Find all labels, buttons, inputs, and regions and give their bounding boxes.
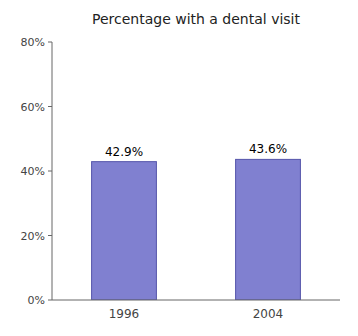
y-tick-label: 60% [21, 101, 45, 114]
y-tick [48, 106, 52, 107]
y-tick [48, 300, 52, 301]
y-tick-label: 80% [21, 36, 45, 49]
y-axis [52, 42, 53, 300]
y-tick [48, 42, 52, 43]
chart: Percentage with a dental visit 0% 20% 40% 60… [0, 0, 358, 336]
x-axis [52, 300, 340, 301]
x-tick-label: 2004 [253, 307, 284, 321]
x-tick-label: 1996 [109, 307, 140, 321]
y-tick [48, 235, 52, 236]
y-tick-label: 20% [21, 230, 45, 243]
bar [236, 159, 301, 300]
y-tick-label: 0% [28, 294, 45, 307]
data-label: 43.6% [249, 142, 287, 156]
bar [92, 162, 157, 300]
title: Percentage with a dental visit [92, 11, 301, 27]
y-tick-label: 40% [21, 165, 45, 178]
bars [92, 159, 301, 300]
data-label: 42.9% [105, 145, 143, 159]
y-tick [48, 171, 52, 172]
